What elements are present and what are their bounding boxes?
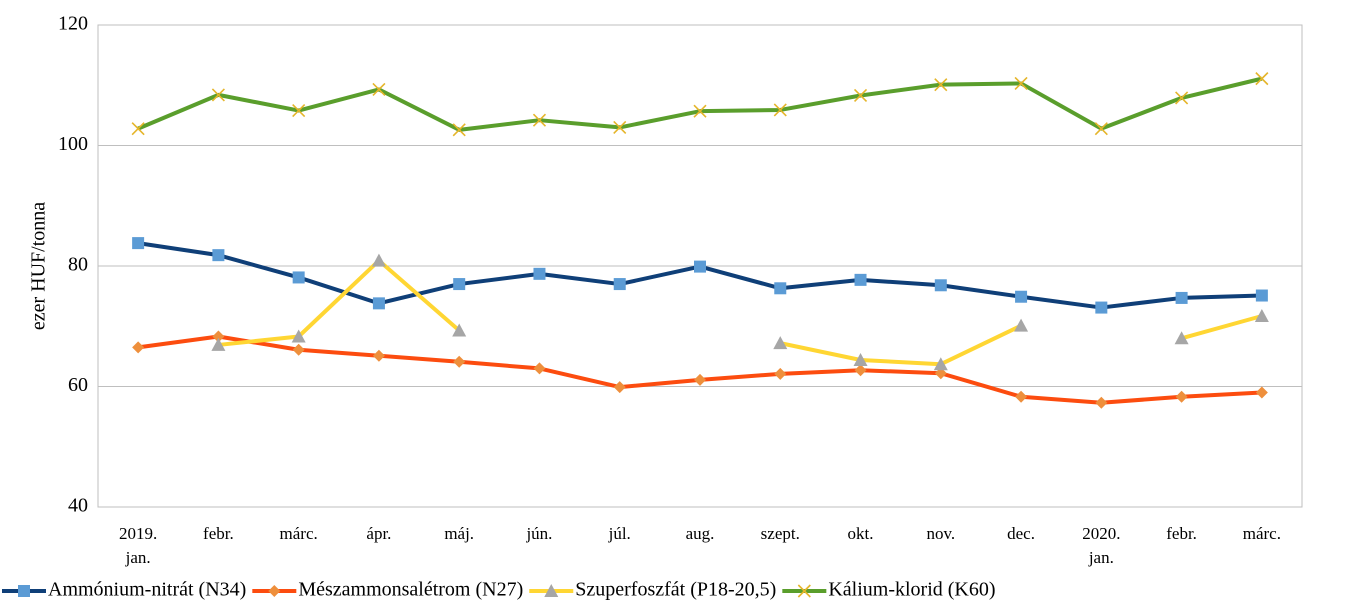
legend-item: Ammónium-nitrát (N34) (2, 579, 246, 601)
series (131, 72, 1269, 137)
marker (1014, 318, 1029, 332)
legend-marker (544, 584, 559, 597)
marker (1014, 76, 1028, 91)
marker (211, 337, 226, 351)
y-tick-label: 40 (68, 495, 88, 517)
marker (452, 123, 466, 137)
marker (1015, 290, 1028, 303)
series (132, 237, 1268, 314)
x-tick-label: febr. (203, 524, 234, 543)
marker (774, 282, 787, 295)
marker (211, 88, 225, 102)
legend-item: Szuperfoszfát (P18-20,5) (529, 579, 776, 601)
x-tick-label: nov. (926, 524, 956, 543)
legend-label: Ammónium-nitrát (N34) (48, 579, 246, 601)
marker (1255, 72, 1269, 86)
marker (1094, 122, 1108, 136)
marker (934, 279, 947, 292)
marker (773, 336, 788, 350)
legend-label: Mészammonsalétrom (N27) (298, 579, 523, 601)
marker (292, 271, 305, 284)
x-tick-label: 2019. jan. (119, 524, 158, 567)
marker (613, 120, 627, 134)
marker (613, 278, 626, 291)
x-tick-label: 2020. jan. (1082, 524, 1121, 567)
y-tick-label: 80 (68, 254, 88, 276)
marker (853, 88, 868, 103)
marker (292, 343, 305, 356)
line (137, 76, 1263, 132)
marker (1175, 91, 1189, 105)
x-tick-label: máj. (444, 524, 475, 543)
marker (1174, 331, 1189, 345)
y-tick-label: 60 (68, 374, 88, 396)
legend-label: Szuperfoszfát (P18-20,5) (575, 579, 776, 601)
marker (212, 330, 225, 343)
marker (854, 364, 867, 377)
x-tick-label: dec. (1007, 524, 1035, 543)
x-tick-label: febr. (1166, 524, 1197, 543)
marker (131, 122, 145, 136)
marker (532, 113, 547, 127)
line (137, 241, 1262, 310)
marker (132, 341, 145, 354)
marker (1175, 390, 1188, 403)
marker (291, 329, 306, 343)
marker (934, 78, 948, 92)
marker (1095, 396, 1108, 409)
line (218, 258, 1263, 367)
marker (774, 367, 787, 380)
series (211, 253, 1269, 371)
marker (613, 381, 626, 394)
marker (453, 278, 466, 291)
x-tick-label: aug. (685, 524, 715, 543)
series (132, 330, 1268, 409)
legend-item: Mészammonsalétrom (N27) (252, 579, 523, 601)
x-tick-label: okt. (847, 524, 874, 543)
marker (212, 249, 225, 262)
marker (934, 367, 947, 380)
y-tick-label: 120 (58, 13, 88, 35)
x-tick-label: márc. (1242, 524, 1281, 543)
y-axis-label: ezer HUF/tonna (28, 202, 50, 330)
plot-border (97, 24, 1303, 508)
marker (853, 352, 868, 366)
line (137, 334, 1262, 405)
marker (694, 260, 706, 273)
legend-marker (268, 585, 281, 597)
legend-marker (797, 584, 811, 598)
y-tick-label: 100 (58, 133, 88, 155)
marker (372, 297, 385, 310)
legend-item: Kálium-klorid (K60) (782, 579, 996, 601)
x-tick-label: ápr. (366, 524, 392, 543)
marker (452, 323, 467, 337)
marker (1095, 301, 1108, 314)
marker (533, 267, 546, 280)
marker (372, 349, 385, 362)
marker (132, 237, 145, 250)
marker (933, 357, 948, 371)
x-tick-label: júl. (608, 524, 631, 543)
marker (372, 82, 386, 97)
legend-marker (18, 585, 30, 597)
marker (694, 373, 706, 386)
marker (854, 273, 867, 286)
marker (371, 253, 386, 267)
marker (1015, 390, 1028, 403)
marker (1255, 386, 1268, 399)
x-tick-label: szept. (760, 524, 800, 543)
marker (1254, 309, 1269, 323)
marker (533, 362, 546, 375)
x-tick-label: márc. (279, 524, 318, 543)
marker (1255, 289, 1268, 302)
marker (773, 103, 787, 117)
marker (453, 355, 466, 368)
marker (1175, 291, 1188, 304)
marker (292, 103, 306, 118)
legend-label: Kálium-klorid (K60) (828, 579, 995, 601)
marker (693, 104, 707, 118)
x-tick-label: jún. (526, 524, 553, 543)
